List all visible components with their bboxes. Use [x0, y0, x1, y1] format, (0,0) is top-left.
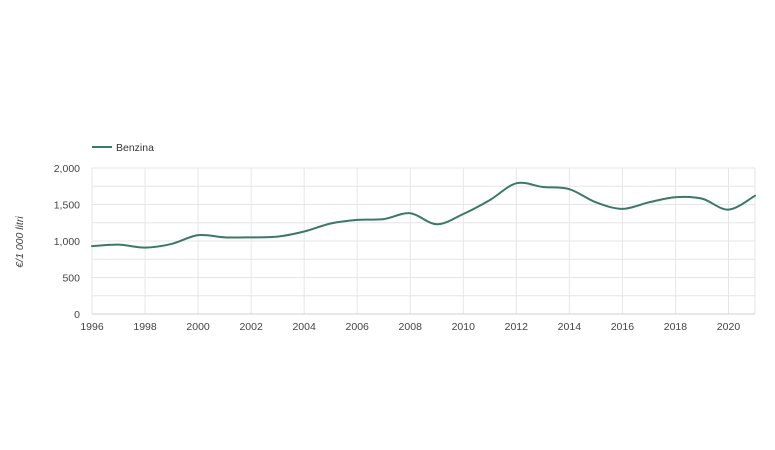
y-tick-label: 1,500 — [54, 200, 80, 212]
y-tick-labels: 0 500 1,000 1,500 2,000 — [54, 163, 80, 321]
x-tick-label: 2012 — [505, 321, 529, 333]
x-tick-labels: 1996 1998 2000 2002 2004 2006 2008 2010 2012 2014… — [80, 321, 740, 333]
x-tick-label: 2004 — [292, 321, 316, 333]
legend[interactable]: Benzina — [92, 142, 154, 154]
legend-label-benzina: Benzina — [116, 142, 154, 154]
x-tick-label: 1996 — [80, 321, 104, 333]
series-line-benzina[interactable] — [91, 181, 756, 249]
x-tick-label: 2010 — [452, 321, 476, 333]
x-tick-label: 2006 — [346, 321, 370, 333]
series — [91, 181, 756, 249]
x-tick-label: 1998 — [133, 321, 157, 333]
y-tick-label: 0 — [74, 309, 80, 321]
x-tick-label: 2016 — [611, 321, 635, 333]
x-tick-label: 2000 — [186, 321, 210, 333]
x-tick-label: 2002 — [239, 321, 263, 333]
y-tick-label: 2,000 — [54, 163, 80, 175]
y-axis-title: €/1 000 litri — [14, 216, 26, 268]
x-tick-label: 2018 — [664, 321, 688, 333]
x-tick-label: 2014 — [558, 321, 582, 333]
grid — [91, 167, 756, 314]
y-tick-label: 1,000 — [54, 236, 80, 248]
y-tick-label: 500 — [62, 273, 80, 285]
x-tick-label: 2020 — [717, 321, 741, 333]
x-tick-label: 2008 — [399, 321, 423, 333]
